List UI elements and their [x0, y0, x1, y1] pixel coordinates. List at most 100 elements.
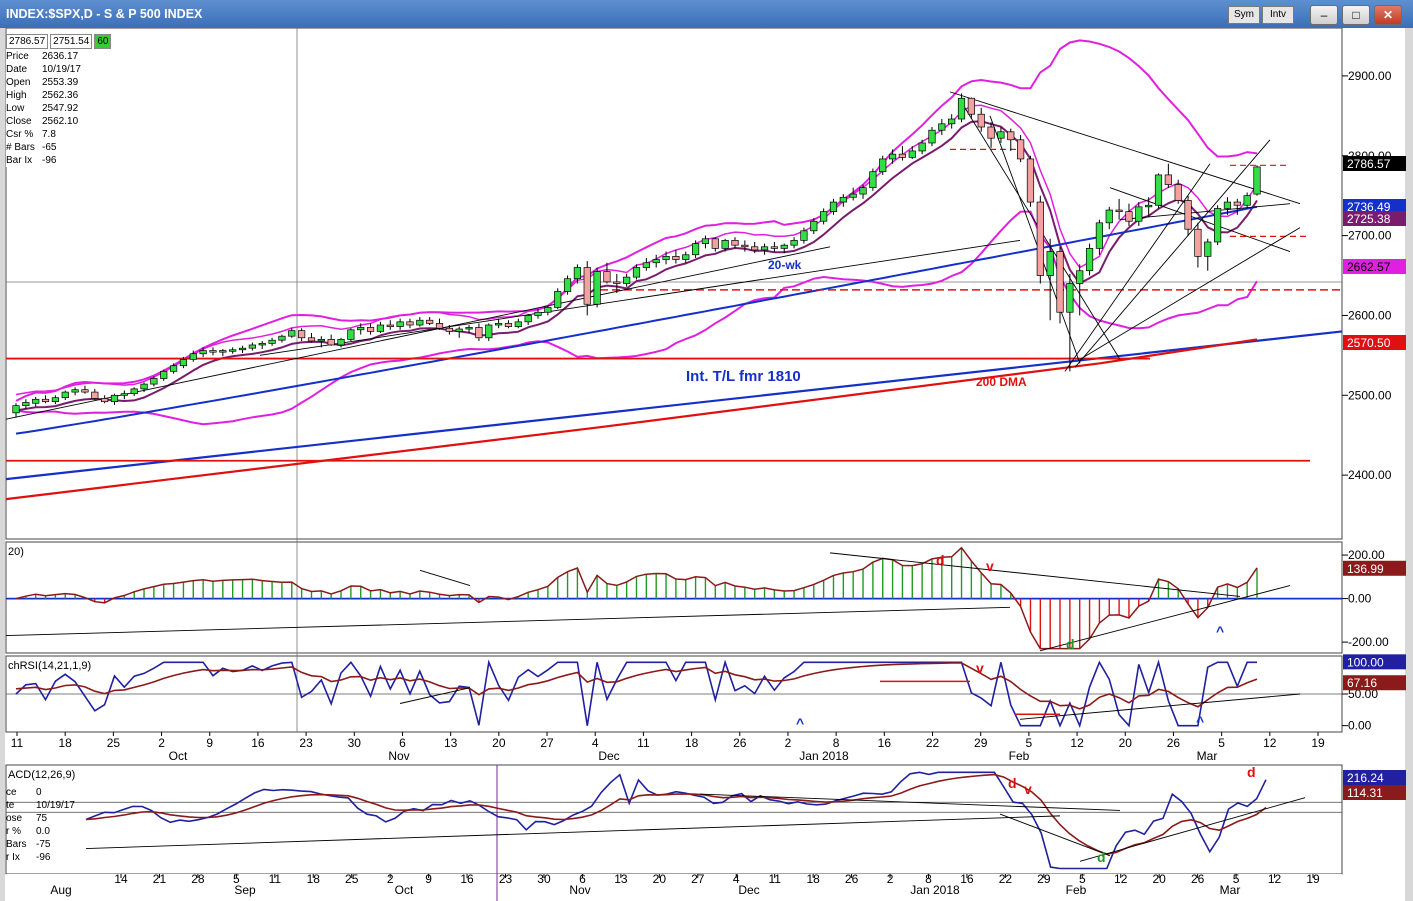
minimize-icon[interactable]: – — [1310, 5, 1338, 25]
annotation-d: d — [1247, 764, 1256, 780]
x-month-label: Dec — [738, 883, 759, 897]
candle-body — [1214, 208, 1222, 243]
y-tick-label: 2900.00 — [1348, 69, 1392, 83]
y-tick-label: 0.00 — [1348, 592, 1372, 606]
macd-info-value: 75 — [36, 813, 48, 824]
trend-line — [259, 239, 1021, 356]
candle-body — [298, 330, 306, 339]
candle-body — [1125, 211, 1133, 222]
macd-data-window: ce 0 te 10/19/17 ose 75 r % 0.0 Bars -75 r Ix… — [6, 786, 75, 864]
left-frame — [0, 28, 5, 901]
x-tick-label: 5 — [1079, 872, 1086, 886]
candle-body — [51, 397, 59, 403]
x-tick-label: 4 — [733, 872, 740, 886]
x-tick-label: 29 — [1037, 872, 1051, 886]
maximize-icon[interactable]: □ — [1342, 5, 1370, 25]
candle-body — [386, 324, 394, 327]
macd-value-label: 114.31 — [1347, 786, 1383, 800]
candle-body — [879, 158, 887, 173]
macd-info-label: r Ix — [6, 852, 20, 863]
candle-body — [662, 256, 670, 260]
interval-link-button[interactable]: Intv — [1262, 6, 1294, 24]
x-month-label: Feb — [1009, 749, 1030, 763]
macd-info-label: ce — [6, 787, 17, 798]
candle-body — [475, 327, 483, 339]
candle-body — [997, 131, 1005, 139]
info-label: Close — [6, 116, 32, 127]
candle-body — [169, 365, 178, 372]
price-label: 2570.50 — [1347, 336, 1391, 350]
x-tick-label: 23 — [299, 736, 313, 750]
x-tick-label: 12 — [1263, 736, 1277, 750]
candle-body — [32, 398, 40, 404]
candle-body — [317, 339, 325, 342]
candle-body — [435, 323, 444, 329]
rsi-value-label: 100.00 — [1347, 655, 1384, 669]
candle-body — [268, 339, 276, 344]
right-frame — [1405, 28, 1413, 901]
x-tick-label: 2 — [387, 872, 394, 886]
x-tick-label: 16 — [460, 872, 474, 886]
macd-signal-line — [85, 773, 1267, 855]
candle-body — [928, 129, 936, 144]
price-label-box — [1343, 199, 1406, 214]
x-tick-label: 20 — [653, 872, 667, 886]
info-value: 2547.92 — [42, 103, 79, 114]
x-tick-label: 18 — [307, 872, 321, 886]
annotation-twenty-week: 20-wk — [768, 258, 802, 272]
annotation-d: d — [1097, 849, 1106, 865]
rsi-value-box — [1343, 675, 1406, 691]
x-tick-label: 26 — [1191, 872, 1205, 886]
x-tick-label: 16 — [251, 736, 265, 750]
x-tick-label: 11 — [11, 736, 24, 750]
candle-body — [1076, 270, 1084, 284]
candle-body — [701, 238, 710, 244]
x-tick-label: 12 — [1114, 872, 1128, 886]
candle-body — [1115, 209, 1123, 212]
candle-body — [967, 97, 975, 115]
annotation-caret: ^ — [1196, 713, 1204, 729]
info-value: 2553.39 — [42, 77, 79, 88]
candle-body — [495, 323, 503, 326]
candle-body — [544, 307, 552, 313]
candle-body — [869, 171, 877, 189]
x-tick-label: 6 — [399, 736, 406, 750]
trend-line — [5, 606, 1011, 637]
macd-info-value: -75 — [36, 839, 51, 850]
trend-line — [399, 687, 471, 704]
candle-body — [790, 240, 798, 246]
x-month-label: Aug — [50, 883, 71, 897]
candle-body — [948, 118, 956, 125]
candle-body — [918, 142, 926, 152]
x-tick-label: 11 — [637, 736, 650, 750]
candle-body — [238, 347, 247, 351]
annotation-v: v — [1024, 781, 1032, 797]
x-tick-label: 30 — [348, 736, 362, 750]
candle-body — [219, 350, 227, 353]
candle-body — [337, 339, 345, 346]
x-tick-label: 5 — [1218, 736, 1225, 750]
symbol-link-button[interactable]: Sym — [1228, 6, 1260, 24]
close-icon[interactable]: ✕ — [1374, 5, 1402, 25]
candle-body — [258, 343, 266, 346]
l-value: 2751.54 — [50, 34, 93, 49]
x-tick-label: 18 — [685, 736, 699, 750]
macd-info-label: ose — [6, 813, 23, 824]
x-axis-strip — [6, 734, 1342, 762]
trend-line — [1109, 187, 1291, 252]
candle-body — [426, 319, 434, 324]
candle-body — [199, 350, 207, 355]
x-tick-label: 8 — [925, 872, 932, 886]
candle-body — [81, 389, 89, 393]
x-tick-label: 13 — [444, 736, 458, 750]
x-tick-label: 8 — [833, 736, 840, 750]
x-month-label: Mar — [1220, 883, 1241, 897]
info-label: Open — [6, 77, 31, 88]
candle-body — [1066, 283, 1074, 313]
x-tick-label: 22 — [999, 872, 1013, 886]
macd-info-value: 0 — [36, 787, 42, 798]
candle-body — [908, 150, 916, 158]
x-tick-label: 5 — [1026, 736, 1033, 750]
info-label: Csr % — [6, 129, 34, 140]
candle-body — [987, 126, 995, 139]
